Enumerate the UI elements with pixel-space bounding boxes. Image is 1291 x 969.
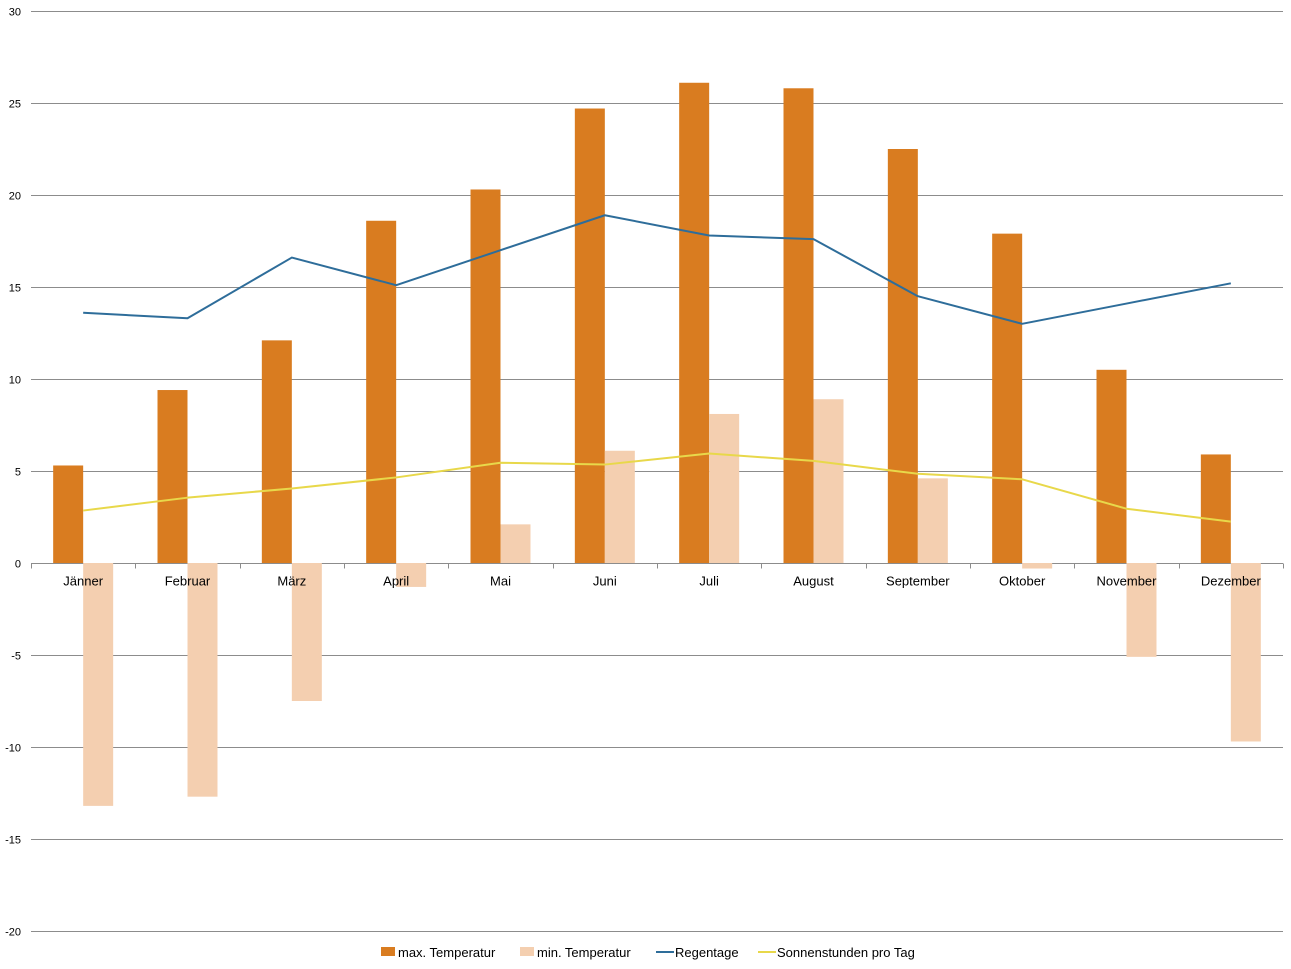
y-tick-label: 20 (9, 191, 21, 203)
bar (291, 563, 322, 701)
y-tick-label: 10 (9, 375, 21, 387)
bar (1096, 369, 1127, 563)
x-tick-label: Juli (699, 574, 719, 589)
y-tick-label: 15 (9, 283, 21, 295)
y-tick-label: 0 (15, 559, 21, 571)
y-tick-label: 30 (9, 7, 21, 19)
bar (783, 88, 814, 563)
bar (813, 399, 844, 563)
legend-label: min. Temperatur (537, 945, 631, 960)
x-tick-label: Februar (165, 574, 211, 589)
y-tick-label: -15 (5, 835, 21, 847)
legend-item: Regentage (656, 945, 739, 960)
x-tick-label: Juni (593, 574, 617, 589)
bar (887, 149, 918, 563)
bar (366, 220, 397, 563)
bar (53, 465, 84, 563)
series-line (83, 452, 1231, 523)
bar (157, 390, 188, 563)
x-tick-label: November (1097, 574, 1158, 589)
bar (679, 82, 710, 563)
bar (992, 233, 1023, 563)
bar (1230, 563, 1261, 742)
y-tick-label: -20 (5, 927, 21, 939)
x-axis-labels: Jänner Februar März April Mai Juni Juli August S… (63, 574, 1261, 589)
legend-label: Regentage (675, 945, 739, 960)
bar (574, 108, 605, 564)
y-tick-label: -5 (11, 651, 21, 663)
bar (500, 524, 531, 563)
x-tick-label: Mai (490, 574, 511, 589)
bars (53, 82, 1261, 806)
bar (709, 413, 740, 563)
bar (470, 189, 501, 564)
x-tick-label: März (277, 574, 306, 589)
legend-swatch (520, 947, 534, 956)
y-tick-label: -10 (5, 743, 21, 755)
bar (83, 563, 114, 806)
x-tick-label: Dezember (1201, 574, 1262, 589)
x-tick-label: September (886, 574, 950, 589)
x-tick-label: Jänner (63, 574, 103, 589)
lines (83, 214, 1232, 523)
bar (1022, 563, 1053, 569)
y-tick-label: 5 (15, 467, 21, 479)
legend-label: max. Temperatur (398, 945, 496, 960)
x-tick-label: August (793, 574, 834, 589)
series-line (83, 214, 1232, 325)
bar-series (83, 399, 1261, 806)
bar (396, 563, 427, 587)
grid-lines (31, 11, 1284, 932)
legend-item: max. Temperatur (381, 945, 496, 960)
bar (604, 450, 635, 563)
bar (1200, 454, 1231, 563)
bar (261, 340, 292, 563)
bar (1126, 563, 1157, 657)
x-tick-label: April (383, 574, 409, 589)
y-tick-label: 25 (9, 99, 21, 111)
bar-series (53, 82, 1231, 564)
x-tick-label: Oktober (999, 574, 1046, 589)
legend: max. Temperatur min. Temperatur Regentage S… (381, 945, 915, 960)
legend-swatch (381, 947, 395, 956)
bar (917, 478, 948, 563)
legend-item: min. Temperatur (520, 945, 631, 960)
legend-label: Sonnenstunden pro Tag (777, 945, 915, 960)
y-axis-ticks: 30 25 20 15 10 5 0 -5 -10 -15 -20 (5, 7, 21, 939)
bar (187, 563, 218, 797)
legend-item: Sonnenstunden pro Tag (758, 945, 915, 960)
